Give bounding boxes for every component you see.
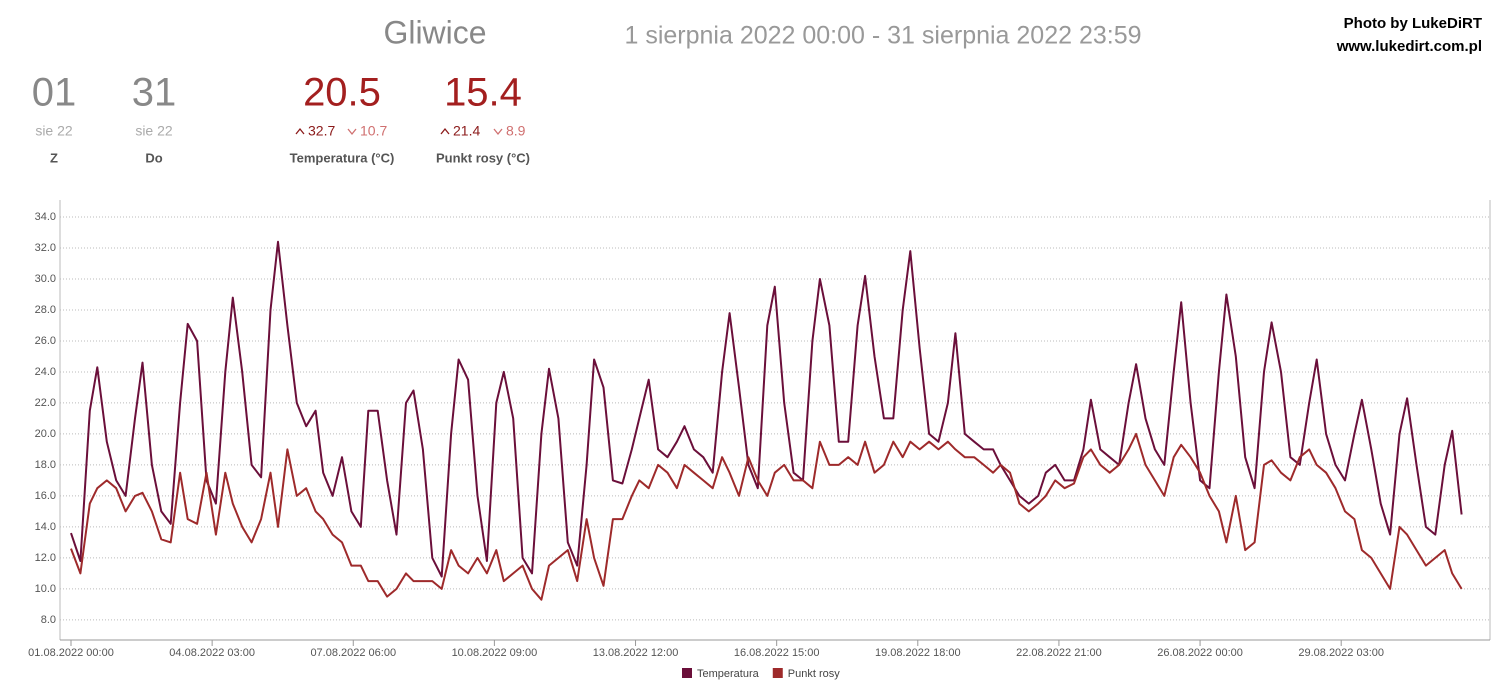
y-tick-label: 18.0 xyxy=(35,459,56,471)
stat-sub: sie 22 xyxy=(135,123,173,139)
stat-label: Z xyxy=(50,150,58,165)
x-tick-label: 19.08.2022 18:00 xyxy=(875,647,961,659)
x-tick-label: 07.08.2022 06:00 xyxy=(310,647,396,659)
up-arrow xyxy=(440,127,450,135)
y-tick-label: 22.0 xyxy=(35,397,56,409)
credit: Photo by LukeDiRT xyxy=(1344,15,1482,32)
stat-value: 01 xyxy=(32,71,77,115)
legend-swatch xyxy=(682,668,692,678)
x-tick-label: 16.08.2022 15:00 xyxy=(734,647,820,659)
y-tick-label: 26.0 xyxy=(35,335,56,347)
stat-min: 8.9 xyxy=(506,123,526,139)
legend-swatch xyxy=(772,668,783,678)
y-tick-label: 24.0 xyxy=(35,366,56,378)
x-tick-label: 26.08.2022 00:00 xyxy=(1157,647,1243,659)
up-arrow xyxy=(295,127,305,135)
x-tick-label: 13.08.2022 12:00 xyxy=(593,647,679,659)
stat-min: 10.7 xyxy=(360,123,387,139)
series-line xyxy=(70,432,1463,601)
stat-label: Temperatura (°C) xyxy=(290,150,395,165)
stat-sub: sie 22 xyxy=(35,123,73,139)
x-tick-label: 10.08.2022 09:00 xyxy=(452,647,538,659)
y-tick-label: 32.0 xyxy=(35,242,56,254)
y-tick-label: 30.0 xyxy=(35,273,56,285)
range: 1 sierpnia 2022 00:00 - 31 sierpnia 2022… xyxy=(624,22,1141,50)
stat-max: 21.4 xyxy=(453,123,480,139)
stat-value: 20.5 xyxy=(303,71,381,115)
site: www.lukedirt.com.pl xyxy=(1336,38,1482,55)
y-tick-label: 20.0 xyxy=(35,428,56,440)
legend-label: Temperatura xyxy=(697,668,760,680)
x-tick-label: 01.08.2022 00:00 xyxy=(28,647,114,659)
x-tick-label: 29.08.2022 03:00 xyxy=(1298,647,1384,659)
y-tick-label: 34.0 xyxy=(35,211,56,223)
x-tick-label: 04.08.2022 03:00 xyxy=(169,647,255,659)
stat-label: Punkt rosy (°C) xyxy=(436,150,530,165)
y-tick-label: 8.0 xyxy=(41,614,56,626)
stat-max: 32.7 xyxy=(308,123,335,139)
y-tick-label: 10.0 xyxy=(35,583,56,595)
down-arrow xyxy=(493,128,503,136)
legend-label: Punkt rosy xyxy=(788,668,840,680)
y-tick-label: 16.0 xyxy=(35,490,56,502)
y-tick-label: 14.0 xyxy=(35,521,56,533)
stat-label: Do xyxy=(145,150,162,165)
title: Gliwice xyxy=(383,14,486,50)
y-tick-label: 12.0 xyxy=(35,552,56,564)
down-arrow xyxy=(347,128,357,136)
series-line xyxy=(70,240,1463,578)
x-tick-label: 22.08.2022 21:00 xyxy=(1016,647,1102,659)
stat-value: 15.4 xyxy=(444,71,522,115)
y-tick-label: 28.0 xyxy=(35,304,56,316)
stat-value: 31 xyxy=(132,71,177,115)
